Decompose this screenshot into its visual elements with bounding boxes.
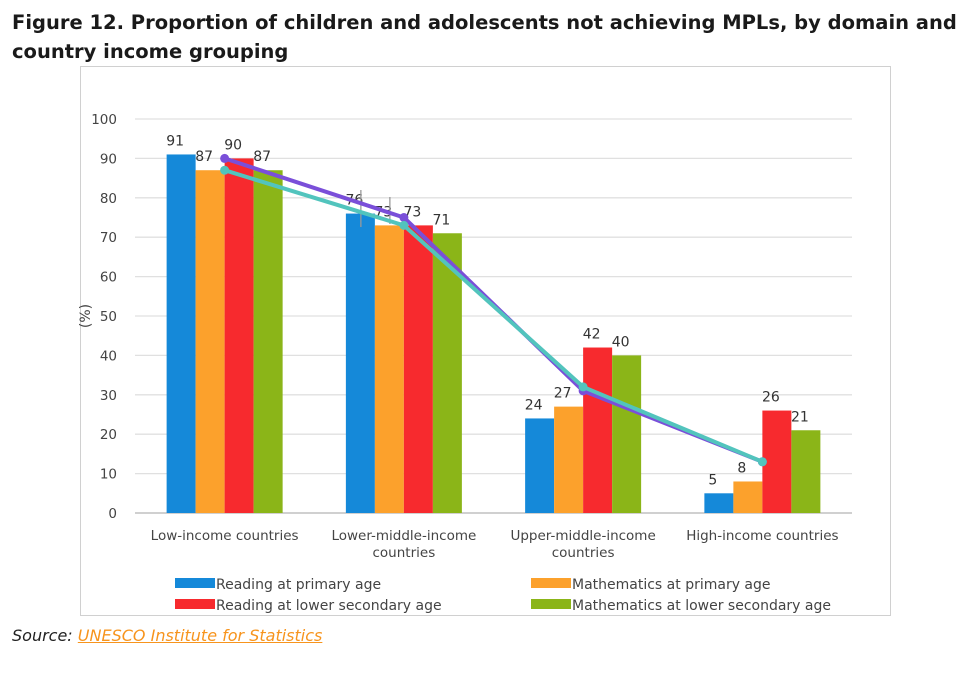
- legend-label: Reading at lower secondary age: [216, 598, 442, 614]
- bar: [403, 225, 433, 513]
- data-label: 91: [166, 133, 184, 149]
- legend-label: Mathematics at lower secondary age: [572, 598, 831, 614]
- y-tick-label: 90: [100, 151, 117, 167]
- legend-label: Mathematics at primary age: [572, 577, 771, 593]
- data-label: 90: [224, 137, 242, 153]
- x-tick-label: Upper-middle-income countries: [510, 528, 655, 561]
- data-label: 27: [554, 386, 572, 402]
- bar: [432, 233, 462, 513]
- data-label: 26: [762, 390, 780, 406]
- bar: [374, 225, 404, 513]
- y-tick-label: 80: [100, 191, 117, 207]
- bar: [253, 170, 283, 513]
- bar: [612, 355, 642, 513]
- data-label: 87: [195, 149, 213, 165]
- data-label: 21: [791, 409, 809, 425]
- data-label: 87: [253, 149, 271, 165]
- bar: [791, 430, 821, 513]
- y-tick-label: 100: [91, 112, 117, 128]
- trend-line: [224, 168, 764, 464]
- y-tick-label: 10: [100, 467, 117, 483]
- y-tick-label: 0: [108, 506, 117, 522]
- data-label: 5: [708, 472, 717, 488]
- data-label: 40: [612, 334, 630, 350]
- source-link[interactable]: UNESCO Institute for Statistics: [77, 626, 323, 645]
- bar: [704, 493, 734, 513]
- y-tick-label: 20: [100, 427, 117, 443]
- bar: [224, 158, 254, 513]
- bar: [195, 170, 225, 513]
- source-label: Source:: [12, 626, 73, 645]
- trend-marker: [399, 213, 409, 222]
- bar: [733, 481, 763, 513]
- trend-line: [223, 156, 764, 464]
- trend-marker: [399, 220, 409, 230]
- legend-swatch: [531, 599, 571, 609]
- x-tick-label: High-income countries: [686, 528, 838, 544]
- bar: [583, 347, 613, 513]
- y-tick-label: 60: [100, 270, 117, 286]
- data-label: 71: [432, 212, 450, 228]
- x-tick-label: Low-income countries: [151, 528, 299, 544]
- source-note: Source: UNESCO Institute for Statistics: [12, 626, 322, 645]
- data-label: 42: [583, 327, 601, 343]
- chart-frame: [80, 66, 891, 616]
- legend-swatch: [531, 578, 571, 588]
- legend-label: Reading at primary age: [216, 577, 381, 593]
- figure-title: Figure 12. Proportion of children and ad…: [12, 11, 957, 63]
- trend-marker: [220, 153, 230, 163]
- bar: [762, 410, 792, 513]
- y-tick-label: 50: [100, 309, 117, 325]
- y-axis-label: (%): [78, 304, 94, 328]
- data-label: 8: [737, 460, 746, 476]
- trend-marker: [578, 382, 588, 392]
- bar: [525, 418, 555, 513]
- trend-marker: [220, 165, 230, 175]
- y-tick-label: 30: [100, 388, 117, 404]
- legend-swatch: [175, 578, 215, 588]
- x-tick-label: Lower-middle-income countries: [331, 528, 476, 561]
- legend-swatch: [175, 599, 215, 609]
- bar: [554, 406, 584, 513]
- trend-marker: [757, 457, 767, 467]
- data-label: 24: [525, 397, 543, 413]
- y-tick-label: 40: [100, 348, 117, 364]
- y-tick-label: 70: [100, 230, 117, 246]
- bar: [166, 154, 196, 513]
- bar: [345, 213, 375, 513]
